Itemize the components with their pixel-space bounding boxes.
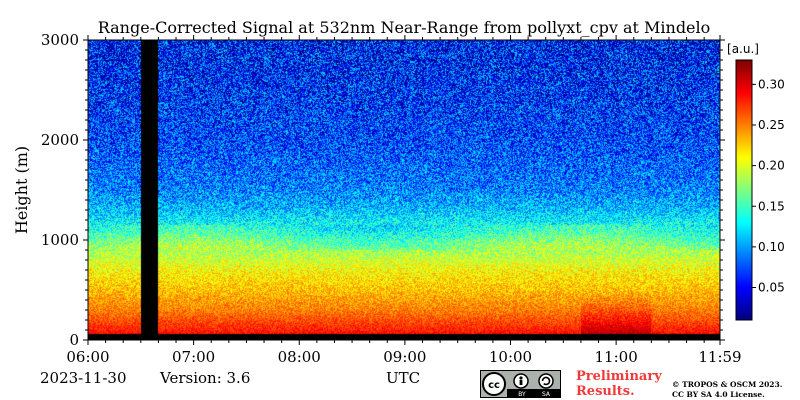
- colorbar-tick-label: 0.30: [758, 77, 785, 91]
- cc-logo-icon: [482, 372, 506, 396]
- colorbar-tick-label: 0.15: [758, 199, 785, 213]
- colorbar-tick-label: 0.05: [758, 281, 785, 295]
- y-tick-label: 0: [69, 331, 79, 349]
- colorbar-gradient: [736, 60, 752, 320]
- plot-area: [87, 39, 721, 341]
- x-tick-label: 11:00: [595, 348, 638, 366]
- y-axis-ticks: 0 1000 2000 3000: [41, 31, 725, 349]
- x-tick-label: 09:00: [383, 348, 426, 366]
- x-tick-label: 06:00: [66, 348, 109, 366]
- colorbar-unit-label: [a.u.]: [727, 42, 759, 56]
- colorbar-tick-label: 0.10: [758, 240, 785, 254]
- copyright-line-1: © TROPOS & OSCM 2023.: [672, 380, 783, 389]
- svg-text:cc: cc: [488, 380, 500, 391]
- x-axis-label: UTC: [386, 369, 421, 387]
- version-label: Version: 3.6: [160, 369, 251, 387]
- colorbar-ticks: 0.05 0.10 0.15 0.20 0.25 0.30: [752, 77, 785, 295]
- svg-text:BY: BY: [518, 391, 526, 398]
- cc-by-sa-license-badge: cc BY SA: [480, 370, 561, 398]
- chart-title: Range-Corrected Signal at 532nm Near-Ran…: [98, 18, 711, 37]
- x-axis-ticks: 06:00 07:00 08:00 09:00 10:00 11:00 11:59: [66, 35, 742, 366]
- y-tick-label: 2000: [41, 131, 79, 149]
- svg-text:SA: SA: [542, 391, 551, 398]
- x-tick-label: 11:59: [698, 348, 741, 366]
- share-alike-icon: [538, 373, 554, 389]
- x-tick-label: 10:00: [489, 348, 532, 366]
- y-axis-label: Height (m): [12, 146, 31, 234]
- y-tick-label: 1000: [41, 231, 79, 249]
- x-tick-label: 08:00: [278, 348, 321, 366]
- colorbar-tick-label: 0.25: [758, 118, 785, 132]
- colorbar-frame: [735, 59, 753, 321]
- preliminary-line-2: Results.: [576, 384, 635, 399]
- heatmap-raster: [88, 40, 720, 340]
- preliminary-line-1: Preliminary: [576, 369, 662, 384]
- minor-ticks: [85, 37, 723, 343]
- copyright-note: © TROPOS & OSCM 2023. CC BY SA 4.0 Licen…: [672, 380, 782, 400]
- preliminary-results-note: Preliminary Results.: [576, 369, 662, 399]
- colorbar-tick-label: 0.20: [758, 159, 785, 173]
- y-tick-label: 3000: [41, 31, 79, 49]
- x-tick-label: 07:00: [172, 348, 215, 366]
- colorbar: [a.u.] 0.05 0.10 0.15 0.20 0.25 0.30: [727, 42, 785, 321]
- copyright-line-2: CC BY SA 4.0 License.: [672, 390, 765, 399]
- date-label: 2023-11-30: [40, 369, 127, 387]
